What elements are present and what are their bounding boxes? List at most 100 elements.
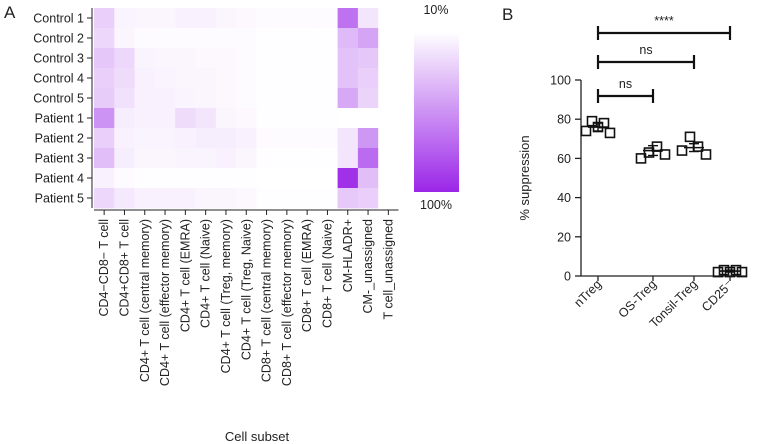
heatmap-cell xyxy=(276,48,298,69)
heatmap-cell xyxy=(215,148,237,169)
heatmap-cell xyxy=(236,48,257,69)
heatmap-cell xyxy=(378,68,399,89)
significance-label: **** xyxy=(654,14,674,28)
scatter-point xyxy=(659,149,671,160)
heatmap-cell xyxy=(378,188,399,209)
scatter-point xyxy=(586,115,598,127)
heatmap-column-label: CD4+ T cell (effector memory) xyxy=(158,219,172,386)
heatmap-cell xyxy=(94,88,115,109)
heatmap-row-label: Patient 5 xyxy=(35,192,84,206)
heatmap-cell xyxy=(337,148,359,169)
heatmap-cell xyxy=(134,88,156,109)
heatmap-cell xyxy=(236,128,257,149)
heatmap-cell xyxy=(154,48,176,69)
heatmap-cell xyxy=(378,108,399,129)
heatmap-cell xyxy=(94,48,115,69)
heatmap-cell xyxy=(317,188,338,209)
heatmap-cell xyxy=(256,48,278,69)
heatmap-cell xyxy=(94,168,115,189)
heatmap-cell xyxy=(215,8,237,29)
heatmap-cell xyxy=(236,88,257,109)
heatmap-cell xyxy=(337,128,359,149)
heatmap-cell xyxy=(175,88,196,109)
heatmap-cell xyxy=(154,128,176,149)
heatmap-cell xyxy=(215,48,237,69)
heatmap-cell xyxy=(195,8,217,29)
heatmap-cell xyxy=(317,108,338,129)
scatter-y-tick-label: 20 xyxy=(557,230,571,244)
heatmap-row-label: Patient 1 xyxy=(35,112,84,126)
heatmap-cell xyxy=(256,28,278,49)
heatmap-cell xyxy=(317,8,338,29)
heatmap-column-label: CM-HLADR+ xyxy=(341,219,355,292)
heatmap-cell xyxy=(134,48,156,69)
heatmap-cell xyxy=(134,128,156,149)
heatmap-cell xyxy=(114,28,135,49)
heatmap-cell xyxy=(276,148,298,169)
heatmap-cell xyxy=(378,48,399,69)
heatmap-cell xyxy=(317,168,338,189)
heatmap-cell xyxy=(337,188,359,209)
heatmap-cell xyxy=(357,168,379,189)
heatmap-cell xyxy=(297,128,318,149)
heatmap-cell xyxy=(134,28,156,49)
scatter-point xyxy=(676,145,688,156)
heatmap-cell xyxy=(297,168,318,189)
scatter-point xyxy=(712,266,724,278)
heatmap-column-label: CD8+ T cell (effector memory) xyxy=(280,219,294,386)
heatmap-cell xyxy=(256,88,278,109)
heatmap-cell xyxy=(337,68,359,89)
heatmap-cell xyxy=(175,28,196,49)
heatmap-cell xyxy=(276,8,298,29)
heatmap-cell xyxy=(297,28,318,49)
heatmap-cell xyxy=(337,168,359,189)
scatter-y-axis-label: % suppression xyxy=(517,135,532,220)
heatmap-cell xyxy=(256,168,278,189)
heatmap-cell xyxy=(134,8,156,29)
heatmap-column-label: CD8+ T cell (EMRA) xyxy=(300,219,314,332)
heatmap-cell xyxy=(256,108,278,129)
heatmap-cell xyxy=(317,48,338,69)
heatmap-cell xyxy=(276,28,298,49)
heatmap-cell xyxy=(215,168,237,189)
heatmap-row-label: Control 5 xyxy=(33,92,84,106)
heatmap-cell xyxy=(276,68,298,89)
heatmap-cell xyxy=(114,88,135,109)
heatmap-cell xyxy=(357,108,379,129)
heatmap-cell xyxy=(94,148,115,169)
heatmap-cell xyxy=(357,148,379,169)
heatmap-cell xyxy=(114,128,135,149)
heatmap-cell xyxy=(357,8,379,29)
heatmap-cell xyxy=(357,68,379,89)
heatmap-cell xyxy=(94,28,115,49)
heatmap-cell xyxy=(256,128,278,149)
heatmap-cell xyxy=(154,188,176,209)
heatmap-column-label: CD4+ T cell (Treg, memory) xyxy=(219,219,233,373)
heatmap-cell xyxy=(154,168,176,189)
significance-brackets: **** ns ns xyxy=(596,14,732,103)
heatmap-cell xyxy=(94,68,115,89)
heatmap-cell xyxy=(154,88,176,109)
scatter-point xyxy=(635,153,647,164)
heatmap-cell xyxy=(114,48,135,69)
heatmap-cell xyxy=(195,128,217,149)
heatmap-cell xyxy=(378,168,399,189)
scatter-y-tick-label: 80 xyxy=(557,113,571,127)
heatmap-cell xyxy=(195,188,217,209)
heatmap-column-label: CD8+ T cell (Naive) xyxy=(320,219,334,328)
heatmap-column-label: CD4+ T cell (central memory) xyxy=(138,219,152,382)
heatmap-cell xyxy=(256,188,278,209)
scatter-y-tick-label: 0 xyxy=(564,270,571,284)
heatmap-cell xyxy=(175,188,196,209)
heatmap-cell xyxy=(114,188,135,209)
heatmap-cell xyxy=(215,88,237,109)
heatmap-cell xyxy=(154,148,176,169)
heatmap-cell xyxy=(134,188,156,209)
heatmap-cell xyxy=(297,88,318,109)
heatmap-cell xyxy=(378,8,399,29)
scatter-y-tick-label: 40 xyxy=(557,191,571,205)
heatmap-cell xyxy=(134,68,156,89)
heatmap-cell xyxy=(154,108,176,129)
heatmap-row-label: Control 4 xyxy=(33,72,84,86)
heatmap-cell xyxy=(114,108,135,129)
